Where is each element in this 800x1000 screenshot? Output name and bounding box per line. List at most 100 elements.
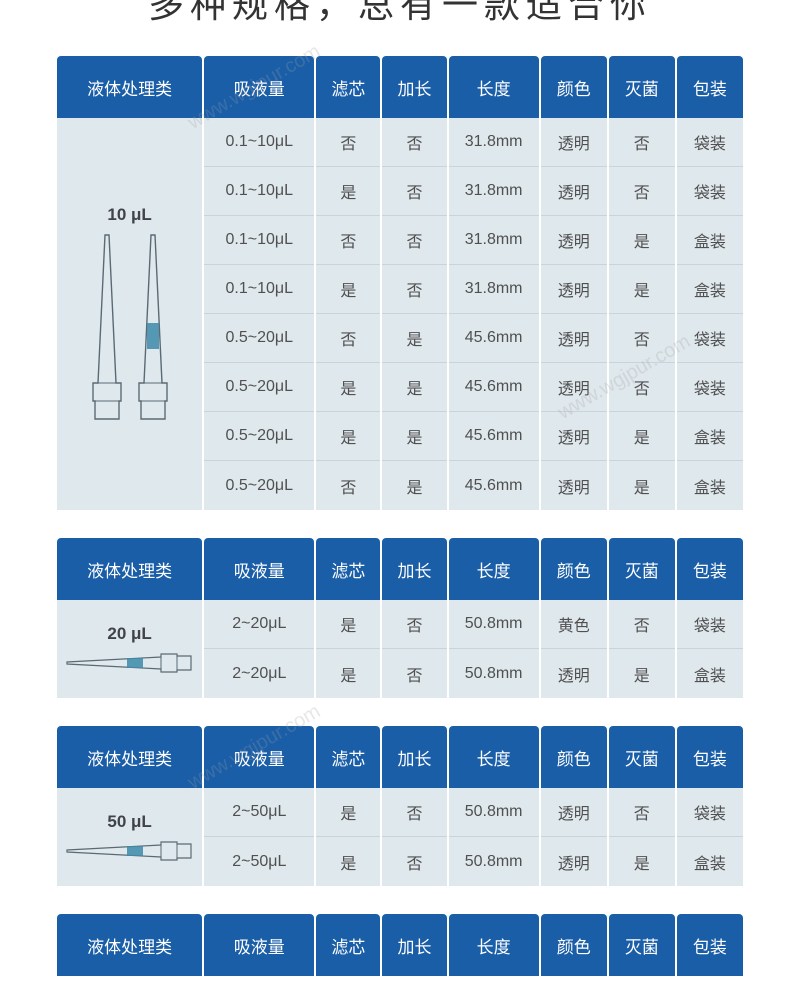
cell-pack: 袋装: [677, 363, 743, 412]
product-image-cell: 50 μL: [57, 788, 202, 886]
cell-filter: 否: [316, 216, 380, 265]
cell-filter: 是: [316, 649, 380, 698]
column-header: 包装: [677, 726, 743, 788]
cell-vol: 0.5~20μL: [204, 461, 314, 510]
cell-color: 透明: [541, 167, 607, 216]
cell-ext: 是: [382, 363, 446, 412]
cell-len: 50.8mm: [449, 788, 539, 837]
cell-ster: 是: [609, 461, 675, 510]
cell-ext: 否: [382, 600, 446, 649]
cell-len: 31.8mm: [449, 118, 539, 167]
column-header: 长度: [449, 56, 539, 118]
page-title: 多种规格，总有一款适合你: [55, 0, 745, 28]
column-header: 加长: [382, 914, 446, 976]
cell-color: 透明: [541, 216, 607, 265]
cell-len: 50.8mm: [449, 837, 539, 886]
column-header: 长度: [449, 726, 539, 788]
cell-vol: 2~20μL: [204, 600, 314, 649]
cell-vol: 0.1~10μL: [204, 216, 314, 265]
table-row: 50 μL 2~50μL是否50.8mm透明否袋装: [57, 788, 743, 837]
cell-len: 31.8mm: [449, 265, 539, 314]
column-header: 滤芯: [316, 914, 380, 976]
column-header: 加长: [382, 56, 446, 118]
cell-ext: 否: [382, 837, 446, 886]
cell-pack: 袋装: [677, 600, 743, 649]
cell-pack: 盒装: [677, 461, 743, 510]
cell-ext: 否: [382, 167, 446, 216]
cell-len: 31.8mm: [449, 167, 539, 216]
column-header: 灭菌: [609, 56, 675, 118]
product-image-cell: 20 μL: [57, 600, 202, 698]
cell-filter: 是: [316, 363, 380, 412]
cell-ster: 否: [609, 363, 675, 412]
cell-len: 50.8mm: [449, 600, 539, 649]
cell-filter: 是: [316, 837, 380, 886]
cell-ster: 否: [609, 600, 675, 649]
spec-table: 液体处理类吸液量滤芯加长长度颜色灭菌包装20 μL 2~20μL是否50.8mm…: [55, 538, 745, 698]
cell-len: 45.6mm: [449, 363, 539, 412]
column-header: 包装: [677, 538, 743, 600]
column-header: 滤芯: [316, 56, 380, 118]
cell-color: 透明: [541, 363, 607, 412]
cell-ext: 是: [382, 314, 446, 363]
cell-vol: 0.5~20μL: [204, 412, 314, 461]
cell-ext: 否: [382, 118, 446, 167]
cell-ster: 是: [609, 837, 675, 886]
cell-filter: 是: [316, 265, 380, 314]
column-header: 灭菌: [609, 538, 675, 600]
column-header: 液体处理类: [57, 914, 202, 976]
cell-color: 透明: [541, 314, 607, 363]
cell-color: 透明: [541, 265, 607, 314]
column-header: 长度: [449, 538, 539, 600]
cell-pack: 盒装: [677, 216, 743, 265]
column-header: 液体处理类: [57, 538, 202, 600]
cell-vol: 0.1~10μL: [204, 118, 314, 167]
tables-container: 液体处理类吸液量滤芯加长长度颜色灭菌包装10 μL 0.1~10μL否否31.8…: [55, 56, 745, 976]
cell-color: 透明: [541, 788, 607, 837]
table-row: 20 μL 2~20μL是否50.8mm黄色否袋装: [57, 600, 743, 649]
cell-color: 透明: [541, 461, 607, 510]
column-header: 包装: [677, 914, 743, 976]
cell-vol: 0.1~10μL: [204, 167, 314, 216]
cell-ster: 否: [609, 167, 675, 216]
cell-pack: 袋装: [677, 314, 743, 363]
column-header: 吸液量: [204, 538, 314, 600]
cell-color: 透明: [541, 837, 607, 886]
cell-pack: 盒装: [677, 837, 743, 886]
cell-color: 透明: [541, 118, 607, 167]
cell-pack: 袋装: [677, 118, 743, 167]
cell-pack: 盒装: [677, 412, 743, 461]
cell-filter: 否: [316, 314, 380, 363]
cell-len: 50.8mm: [449, 649, 539, 698]
column-header: 滤芯: [316, 538, 380, 600]
cell-vol: 2~20μL: [204, 649, 314, 698]
cell-ext: 否: [382, 265, 446, 314]
cell-filter: 是: [316, 788, 380, 837]
column-header: 颜色: [541, 538, 607, 600]
cell-ext: 是: [382, 461, 446, 510]
cell-len: 45.6mm: [449, 314, 539, 363]
cell-len: 45.6mm: [449, 412, 539, 461]
column-header: 液体处理类: [57, 726, 202, 788]
product-image-cell: 10 μL: [57, 118, 202, 510]
cell-vol: 0.1~10μL: [204, 265, 314, 314]
cell-pack: 盒装: [677, 265, 743, 314]
cell-pack: 盒装: [677, 649, 743, 698]
cell-len: 31.8mm: [449, 216, 539, 265]
column-header: 吸液量: [204, 726, 314, 788]
column-header: 液体处理类: [57, 56, 202, 118]
column-header: 包装: [677, 56, 743, 118]
cell-ster: 否: [609, 788, 675, 837]
cell-len: 45.6mm: [449, 461, 539, 510]
column-header: 滤芯: [316, 726, 380, 788]
cell-ster: 是: [609, 649, 675, 698]
spec-table: 液体处理类吸液量滤芯加长长度颜色灭菌包装50 μL 2~50μL是否50.8mm…: [55, 726, 745, 886]
column-header: 灭菌: [609, 726, 675, 788]
spec-table: 液体处理类吸液量滤芯加长长度颜色灭菌包装10 μL 0.1~10μL否否31.8…: [55, 56, 745, 510]
column-header: 颜色: [541, 726, 607, 788]
cell-ext: 否: [382, 788, 446, 837]
cell-ster: 否: [609, 314, 675, 363]
spec-table: 液体处理类吸液量滤芯加长长度颜色灭菌包装: [55, 914, 745, 976]
cell-ster: 是: [609, 412, 675, 461]
column-header: 加长: [382, 538, 446, 600]
